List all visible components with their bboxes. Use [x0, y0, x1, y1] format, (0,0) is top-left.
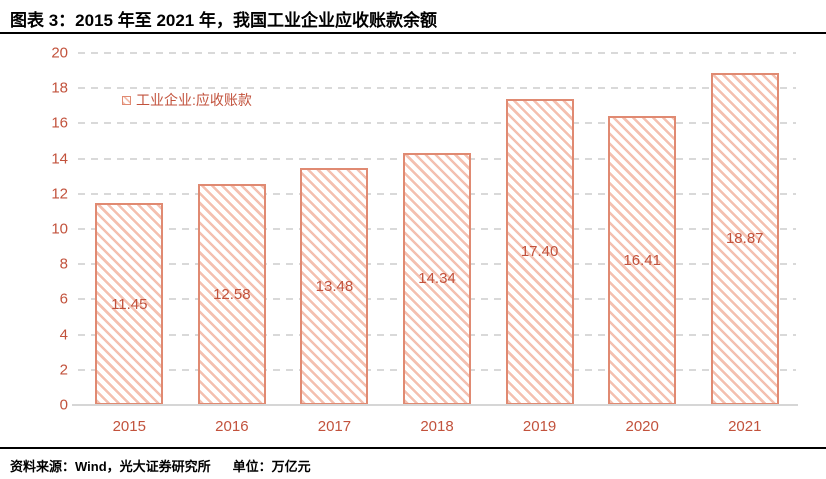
bar-slot-2016: 12.58 2016	[181, 53, 284, 435]
bar-2019: 17.40	[505, 98, 574, 405]
y-axis-tick-label: 16	[51, 114, 68, 132]
unit-text: 单位：万亿元	[232, 459, 311, 474]
bar-series: 11.45 2015 12.58 2016 13.48 2017 14.34 2018 17.4…	[78, 53, 796, 435]
y-axis-tick-label: 20	[51, 44, 68, 62]
bar-2017: 13.48	[300, 167, 369, 405]
y-axis-tick-label: 10	[51, 220, 68, 238]
plot-area: 11.45 2015 12.58 2016 13.48 2017 14.34 2018 17.4…	[72, 52, 798, 435]
x-axis-tick-label: 2021	[728, 418, 762, 435]
bar-2021: 18.87	[710, 72, 779, 405]
x-axis-tick-label: 2017	[317, 418, 352, 435]
bar-value-label: 14.34	[418, 270, 456, 288]
bar-value-label: 11.45	[111, 295, 148, 313]
y-axis-tick-label: 18	[51, 79, 68, 97]
bar-2020: 16.41	[608, 116, 677, 405]
bar-slot-2019: 17.40 2019	[488, 53, 591, 435]
bar-value-label: 18.87	[725, 230, 764, 248]
legend-hatch-swatch-icon	[122, 95, 131, 105]
footer-divider	[0, 447, 826, 449]
bar-chart: 0 2 4 6 8 10 12 14 16 18 20 11.45 2015 12.58 2016 13.4…	[0, 46, 798, 435]
y-axis-tick-label: 4	[59, 326, 68, 344]
x-axis-tick-label: 2018	[420, 418, 454, 435]
bar-value-label: 17.40	[520, 243, 559, 261]
gridline-20	[78, 52, 796, 54]
legend-label: 工业企业:应收账款	[136, 92, 252, 108]
bar-slot-2018: 14.34 2018	[386, 53, 489, 435]
x-axis-tick-label: 2020	[625, 418, 659, 435]
bar-value-label: 12.58	[213, 285, 251, 303]
y-axis-tick-label: 14	[51, 150, 68, 168]
x-axis-tick-label: 2019	[522, 418, 557, 435]
x-axis-tick-label: 2016	[215, 418, 249, 435]
x-axis-tick-label: 2015	[112, 418, 146, 435]
x-axis-line	[72, 404, 798, 406]
gridline-18	[78, 87, 796, 90]
source-note: 资料来源：Wind，光大证券研究所 单位：万亿元	[10, 456, 311, 475]
bar-slot-2017: 13.48 2017	[283, 53, 386, 435]
bar-2016: 12.58	[197, 183, 266, 405]
y-axis-tick-label: 8	[59, 255, 68, 273]
y-axis-tick-label: 0	[59, 396, 68, 414]
y-axis-tick-label: 6	[59, 290, 68, 308]
source-text: 资料来源：Wind，光大证券研究所	[10, 459, 211, 474]
figure-title: 图表 3：2015 年至 2021 年，我国工业企业应收账款余额	[10, 11, 437, 30]
gridline-16	[78, 122, 796, 125]
legend: 工业企业:应收账款	[122, 90, 252, 110]
bar-value-label: 13.48	[315, 277, 354, 295]
bar-2015: 11.45	[95, 203, 164, 405]
bar-slot-2021: 18.87 2021	[693, 53, 796, 435]
bar-slot-2015: 11.45 2015	[78, 53, 181, 435]
title-divider	[0, 32, 826, 34]
y-axis-tick-label: 2	[59, 361, 68, 379]
bar-2018: 14.34	[403, 152, 472, 405]
bar-value-label: 16.41	[623, 252, 661, 270]
bar-slot-2020: 16.41 2020	[591, 53, 694, 435]
y-axis: 0 2 4 6 8 10 12 14 16 18 20	[0, 46, 68, 413]
y-axis-tick-label: 12	[51, 185, 68, 203]
